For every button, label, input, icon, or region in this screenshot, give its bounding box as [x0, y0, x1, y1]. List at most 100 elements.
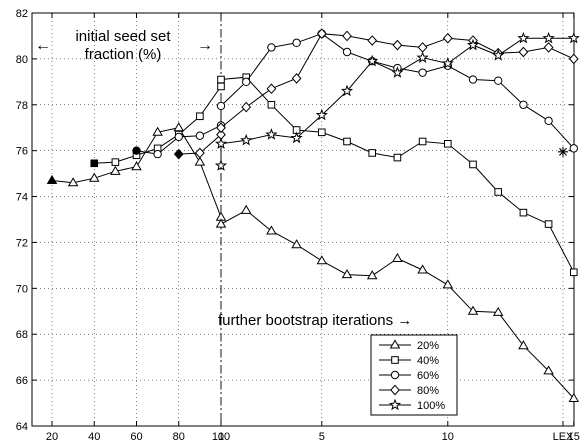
data-point: [367, 35, 378, 46]
seed-point: [132, 146, 141, 155]
data-point: [111, 158, 120, 166]
data-point: [494, 188, 502, 196]
data-point: [570, 268, 578, 277]
data-point: [242, 77, 251, 87]
x-tick-label: 5: [319, 431, 325, 443]
data-point: [195, 131, 205, 140]
data-point: [267, 43, 276, 52]
data-point: [567, 31, 580, 44]
data-point: [110, 165, 121, 175]
data-point: [131, 161, 142, 171]
data-point: [266, 225, 277, 235]
data-point: [492, 49, 505, 61]
y-tick-label: 64: [16, 421, 28, 433]
data-point: [542, 31, 555, 44]
data-point: [442, 279, 454, 289]
x-tick-label: 40: [88, 431, 100, 443]
data-point: [391, 66, 404, 78]
right-arrow: →: [197, 37, 213, 54]
data-point: [416, 51, 429, 63]
data-point: [341, 268, 353, 279]
data-point: [518, 340, 529, 350]
y-tick-label: 66: [16, 375, 28, 387]
y-tick-label: 76: [16, 146, 28, 158]
data-point: [267, 100, 276, 109]
data-point: [569, 144, 578, 153]
data-point: [366, 54, 379, 67]
x-tick-label: 20: [46, 431, 58, 443]
data-point: [217, 75, 225, 84]
x-tick-label: 15: [568, 431, 580, 443]
series-80pct: [178, 28, 579, 159]
data-point: [417, 264, 428, 274]
data-point: [291, 73, 302, 84]
data-point: [318, 128, 326, 137]
data-point: [441, 57, 454, 69]
data-point: [392, 252, 403, 263]
y-tick-label: 80: [16, 54, 28, 66]
data-point: [216, 122, 226, 134]
data-point: [543, 42, 554, 53]
legend-marker: [390, 370, 400, 380]
data-point: [67, 177, 79, 187]
data-point: [568, 53, 579, 65]
data-point: [466, 38, 480, 51]
data-point: [153, 149, 162, 159]
legend: 20% 40% 60% 80% 100%: [370, 334, 458, 416]
series-line: [94, 76, 575, 273]
legend-item: 80%: [379, 384, 439, 397]
data-point: [543, 365, 554, 375]
data-point: [174, 132, 183, 142]
data-point: [290, 131, 303, 144]
data-point: [519, 208, 528, 217]
annotations: initial seed set fraction (%) ← → furthe…: [35, 28, 412, 329]
series-20pct: [51, 122, 580, 402]
seed-point: [173, 148, 184, 160]
data-point: [418, 68, 427, 77]
data-point: [340, 84, 354, 97]
series-line: [220, 37, 574, 166]
legend-item: 100%: [379, 398, 445, 412]
legend-item: 40%: [379, 355, 439, 367]
data-point: [444, 139, 452, 148]
plot-frame: [31, 12, 575, 427]
series-60pct: [136, 29, 578, 159]
data-point: [194, 147, 205, 159]
data-point: [241, 101, 252, 113]
legend-marker: [388, 398, 402, 411]
legend-marker: [389, 339, 401, 349]
y-tick-label: 78: [16, 100, 28, 112]
data-point: [568, 392, 580, 402]
data-point: [214, 137, 228, 149]
data-point: [366, 270, 378, 280]
series-100pct: [214, 31, 580, 166]
data-point: [194, 156, 206, 166]
data-point: [343, 137, 351, 146]
legend-label: 80%: [417, 385, 439, 397]
data-point: [494, 76, 503, 85]
data-point: [467, 305, 479, 315]
x-tick-label: 10: [442, 431, 454, 443]
data-point: [517, 31, 530, 44]
data-point: [316, 255, 328, 265]
data-point: [468, 75, 478, 84]
data-point: [216, 101, 226, 111]
seed-fraction-label-line2: fraction (%): [85, 46, 162, 63]
y-tick-label: 68: [16, 329, 28, 341]
left-arrow: ←: [35, 37, 51, 54]
data-point: [240, 204, 252, 214]
data-point: [392, 39, 403, 51]
series-group: [46, 28, 580, 402]
legend-label: 100%: [417, 400, 445, 412]
legend-label: 60%: [417, 370, 439, 382]
y-tick-label: 74: [16, 192, 28, 204]
series-40pct: [94, 73, 578, 277]
data-point: [152, 126, 163, 136]
seed-point: [46, 174, 58, 184]
data-point: [266, 83, 277, 95]
data-point: [315, 108, 328, 121]
seed-point: [90, 159, 99, 168]
